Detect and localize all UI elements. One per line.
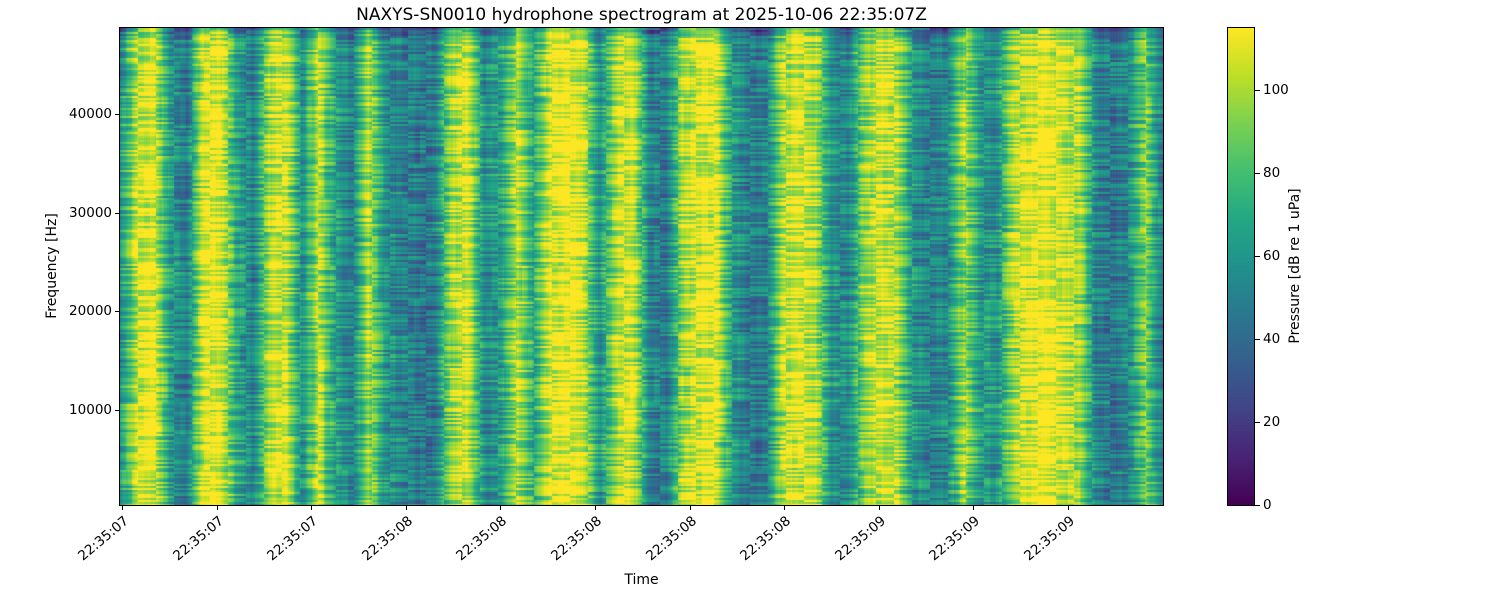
x-tick-label-text: 22:35:08 <box>643 513 701 565</box>
y-tick-label: 10000 <box>69 402 112 418</box>
x-tick-mark <box>784 505 785 510</box>
x-tick-label-text: 22:35:08 <box>548 513 606 565</box>
colorbar-tick-mark <box>1255 173 1260 174</box>
y-tick-mark <box>115 114 120 115</box>
colorbar-tick-mark <box>1255 505 1260 506</box>
colorbar-tick-mark <box>1255 339 1260 340</box>
x-tick-label-text: 22:35:09 <box>832 513 890 565</box>
y-tick-label: 20000 <box>69 303 112 319</box>
colorbar-tick-label: 80 <box>1263 165 1281 181</box>
x-tick-mark <box>311 505 312 510</box>
x-tick-mark <box>406 505 407 510</box>
colorbar-tick-label: 40 <box>1263 331 1281 347</box>
colorbar-tick-mark <box>1255 90 1260 91</box>
colorbar-gradient <box>1228 28 1254 505</box>
colorbar <box>1227 27 1255 506</box>
colorbar-tick-label: 20 <box>1263 414 1281 430</box>
colorbar-tick-label: 100 <box>1263 82 1289 98</box>
chart-title: NAXYS-SN0010 hydrophone spectrogram at 2… <box>356 5 927 25</box>
colorbar-tick-mark <box>1255 422 1260 423</box>
spectrogram-heatmap <box>120 28 1163 505</box>
y-tick-label: 30000 <box>69 205 112 221</box>
x-tick-mark <box>690 505 691 510</box>
x-tick-label-text: 22:35:09 <box>1021 513 1079 565</box>
x-tick-mark <box>595 505 596 510</box>
x-tick-label-text: 22:35:08 <box>737 513 795 565</box>
y-tick-mark <box>115 311 120 312</box>
x-axis-label: Time <box>624 572 659 588</box>
plot-area <box>119 27 1164 506</box>
x-tick-mark <box>973 505 974 510</box>
colorbar-tick-mark <box>1255 256 1260 257</box>
x-tick-mark <box>500 505 501 510</box>
x-tick-label-text: 22:35:07 <box>170 513 228 565</box>
colorbar-label: Pressure [dB re 1 uPa] <box>1287 188 1303 344</box>
x-tick-label-text: 22:35:07 <box>75 513 133 565</box>
x-tick-mark <box>1068 505 1069 510</box>
y-tick-mark <box>115 213 120 214</box>
y-tick-label: 40000 <box>69 106 112 122</box>
x-tick-label-text: 22:35:08 <box>359 513 417 565</box>
x-tick-mark <box>122 505 123 510</box>
x-tick-mark <box>217 505 218 510</box>
colorbar-tick-label: 60 <box>1263 248 1281 264</box>
colorbar-tick-label: 0 <box>1263 497 1272 513</box>
y-tick-mark <box>115 410 120 411</box>
x-tick-label-text: 22:35:07 <box>264 513 322 565</box>
x-tick-label-text: 22:35:09 <box>926 513 984 565</box>
x-tick-label-text: 22:35:08 <box>453 513 511 565</box>
x-tick-mark <box>879 505 880 510</box>
